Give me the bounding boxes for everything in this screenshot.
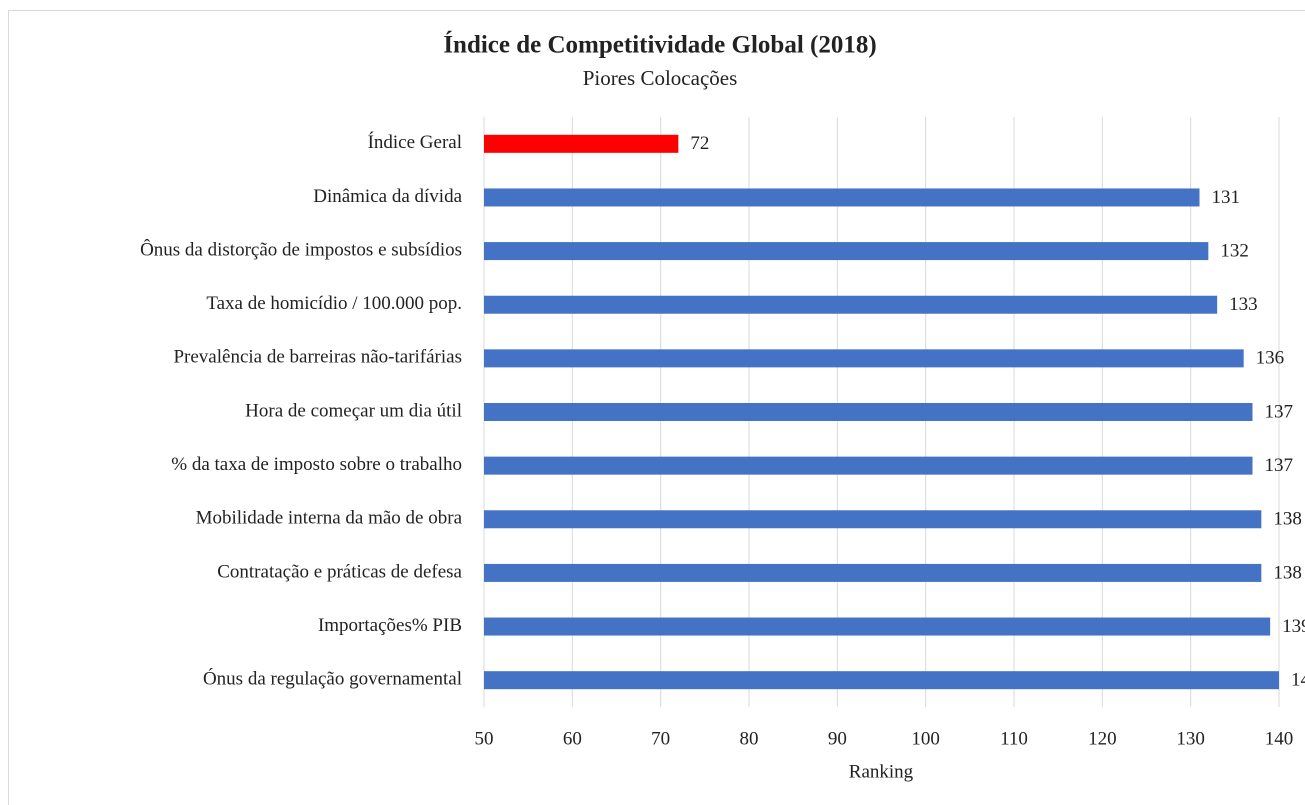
chart-border — [8, 10, 1305, 805]
y-tick-label: Ônus da distorção de impostos e subsídio… — [140, 238, 462, 260]
x-tick-label: 50 — [475, 728, 494, 749]
y-tick-label: Mobilidade interna da mão de obra — [196, 508, 463, 529]
y-tick-label: Contratação e práticas de defesa — [217, 561, 462, 582]
x-tick-label: 90 — [828, 728, 847, 749]
x-tick-label: 130 — [1176, 728, 1205, 749]
data-label: 133 — [1229, 294, 1258, 315]
bar — [484, 295, 1218, 314]
bar — [484, 617, 1271, 636]
bar — [484, 456, 1253, 475]
x-tick-label: 60 — [563, 728, 582, 749]
bar — [484, 188, 1200, 207]
y-tick-label: Taxa de homicídio / 100.000 pop. — [206, 293, 462, 314]
data-label: 137 — [1265, 455, 1294, 476]
data-label: 72 — [690, 133, 709, 154]
x-axis-title: Ranking — [849, 761, 914, 782]
x-tick-label: 80 — [740, 728, 759, 749]
bar — [484, 134, 679, 153]
data-label: 136 — [1256, 348, 1285, 369]
data-label: 140 — [1291, 670, 1305, 691]
y-tick-label: % da taxa de imposto sobre o trabalho — [171, 454, 462, 475]
y-tick-label: Importações% PIB — [318, 615, 462, 636]
bar — [484, 510, 1262, 529]
bar — [484, 349, 1244, 368]
data-label: 137 — [1265, 401, 1294, 422]
x-tick-label: 70 — [651, 728, 670, 749]
x-tick-label: 110 — [1000, 728, 1028, 749]
y-tick-label: Dinâmica da dívida — [313, 186, 462, 207]
bar — [484, 671, 1279, 690]
y-tick-label: Ónus da regulação governamental — [203, 668, 462, 690]
data-label: 138 — [1273, 509, 1302, 530]
bar — [484, 242, 1209, 261]
bar — [484, 403, 1253, 421]
data-label: 131 — [1212, 187, 1241, 208]
data-label: 138 — [1273, 562, 1302, 583]
x-tick-label: 120 — [1088, 728, 1117, 749]
bar — [484, 563, 1262, 582]
y-tick-label: Índice Geral — [368, 131, 462, 153]
chart-title: Índice de Competitividade Global (2018) — [443, 31, 876, 59]
y-tick-label: Prevalência de barreiras não-tarifárias — [173, 347, 462, 368]
chart-subtitle: Piores Colocações — [583, 66, 738, 90]
x-tick-label: 100 — [911, 728, 940, 749]
x-tick-label: 140 — [1265, 728, 1294, 749]
y-tick-label: Hora de começar um dia útil — [245, 400, 462, 421]
data-label: 139 — [1282, 616, 1305, 637]
data-label: 132 — [1220, 240, 1249, 261]
